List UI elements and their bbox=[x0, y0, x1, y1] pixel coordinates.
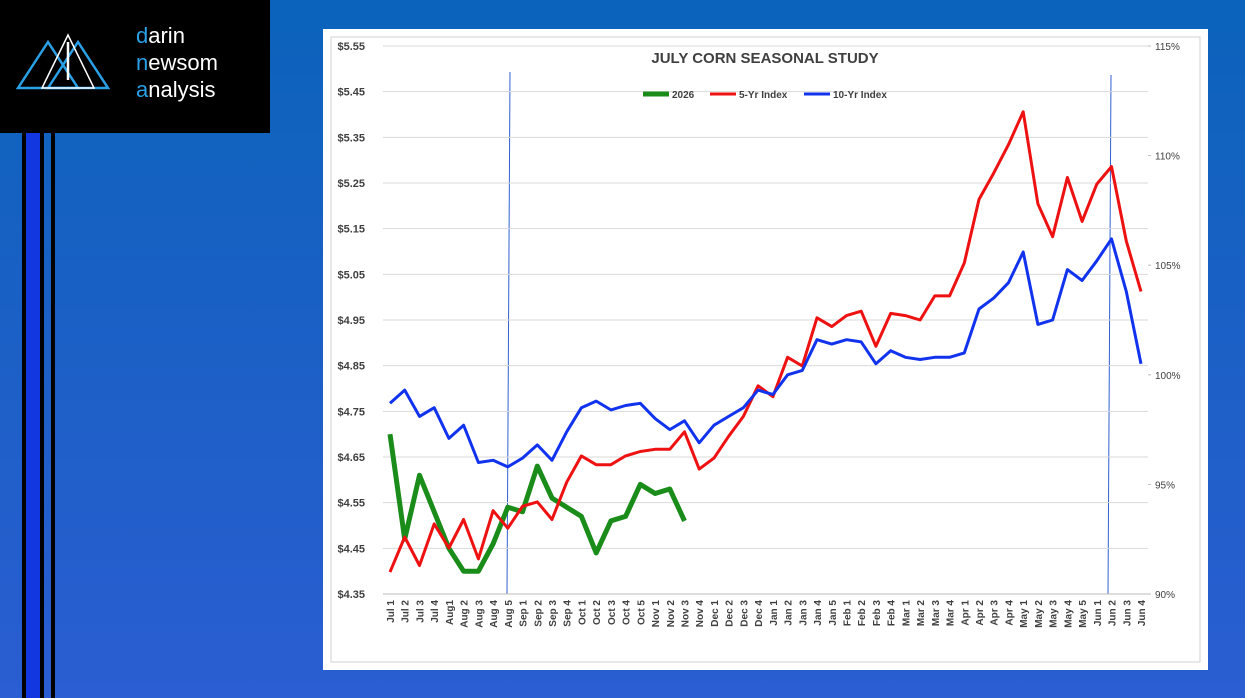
x-tick-label: May 4 bbox=[1063, 600, 1074, 628]
y-tick-label: $5.05 bbox=[337, 269, 365, 281]
x-tick-label: Nov 2 bbox=[666, 600, 677, 628]
x-tick-label: Dec 2 bbox=[725, 600, 736, 627]
y-tick-label: $5.35 bbox=[337, 132, 365, 144]
x-tick-label: Dec 1 bbox=[710, 600, 721, 627]
x-tick-label: May 3 bbox=[1049, 600, 1060, 628]
x-tick-label: Oct 5 bbox=[636, 600, 647, 625]
decor-bar bbox=[51, 133, 55, 698]
x-tick-label: Aug 4 bbox=[489, 600, 500, 628]
x-tick-label: Dec 3 bbox=[739, 600, 750, 627]
x-tick-label: Jan 4 bbox=[813, 600, 824, 626]
x-tick-label: Mar 2 bbox=[916, 600, 927, 627]
x-tick-label: Jan 5 bbox=[828, 600, 839, 626]
y-tick-label: $5.15 bbox=[337, 224, 365, 236]
x-tick-label: Jan 3 bbox=[798, 600, 809, 626]
y2-tick-label: 95% bbox=[1155, 480, 1175, 491]
x-tick-label: Feb 3 bbox=[872, 600, 883, 627]
x-tick-label: May 2 bbox=[1034, 600, 1045, 628]
y-tick-label: $4.35 bbox=[337, 589, 365, 601]
x-tick-label: Jan 1 bbox=[769, 600, 780, 626]
x-tick-label: Jul 2 bbox=[401, 600, 412, 623]
x-tick-label: Nov 4 bbox=[695, 600, 706, 628]
y2-tick-label: 110% bbox=[1155, 152, 1180, 163]
y-tick-label: $4.75 bbox=[337, 406, 365, 418]
logo-mark bbox=[15, 33, 111, 90]
logo-line: darin bbox=[136, 23, 185, 48]
x-tick-label: Aug 2 bbox=[460, 600, 471, 628]
y2-tick-label: 105% bbox=[1155, 261, 1181, 272]
decor-bar bbox=[26, 133, 40, 698]
x-tick-label: Apr 3 bbox=[990, 600, 1001, 626]
x-tick-label: Oct 4 bbox=[622, 600, 633, 625]
x-tick-label: Jun 3 bbox=[1122, 600, 1133, 627]
x-tick-label: Aug 3 bbox=[474, 600, 485, 628]
y2-tick-label: 115% bbox=[1155, 42, 1180, 53]
x-tick-label: Jul 1 bbox=[386, 600, 397, 623]
x-tick-label: May 5 bbox=[1078, 600, 1089, 628]
chart-title: JULY CORN SEASONAL STUDY bbox=[651, 50, 878, 67]
x-tick-label: Apr 4 bbox=[1004, 600, 1015, 626]
x-tick-label: Sep 4 bbox=[563, 600, 574, 627]
x-tick-label: Mar 1 bbox=[901, 600, 912, 627]
x-tick-label: Nov 1 bbox=[651, 600, 662, 628]
y-tick-label: $5.25 bbox=[337, 178, 365, 190]
x-tick-label: Jun 2 bbox=[1108, 600, 1119, 627]
decor-bar bbox=[40, 133, 44, 698]
annotation-line bbox=[506, 71, 511, 595]
x-tick-label: May 1 bbox=[1019, 600, 1030, 628]
logo-line: newsom bbox=[136, 50, 218, 75]
logo-text: darin newsom analysis bbox=[136, 22, 218, 103]
chart-border bbox=[330, 36, 1201, 663]
x-tick-label: Jul 3 bbox=[415, 600, 426, 623]
y-tick-label: $5.45 bbox=[337, 87, 365, 99]
series-line bbox=[388, 237, 1143, 469]
x-tick-label: Feb 4 bbox=[887, 600, 898, 627]
x-tick-label: Sep 2 bbox=[533, 600, 544, 627]
x-tick-label: Jan 2 bbox=[784, 600, 795, 626]
x-tick-label: Apr 2 bbox=[975, 600, 986, 626]
annotation-line bbox=[1107, 74, 1112, 595]
logo: darin newsom analysis bbox=[0, 0, 270, 133]
x-tick-label: Jun 1 bbox=[1093, 600, 1104, 627]
x-tick-label: Oct 3 bbox=[607, 600, 618, 625]
series-line bbox=[387, 433, 687, 574]
x-tick-label: Aug1 bbox=[445, 600, 456, 625]
chart-panel: JULY CORN SEASONAL STUDY $4.35 $4.45 $4.55… bbox=[323, 29, 1208, 670]
x-tick-label: Aug 5 bbox=[504, 600, 515, 628]
y2-tick-label: 100% bbox=[1155, 371, 1181, 382]
x-tick-label: Sep 1 bbox=[519, 600, 530, 627]
y-tick-label: $4.55 bbox=[337, 498, 365, 510]
x-tick-label: Nov 3 bbox=[681, 600, 692, 628]
legend-label: 2026 bbox=[672, 90, 695, 101]
x-tick-label: Mar 4 bbox=[946, 600, 957, 627]
y2-tick-label: 90% bbox=[1155, 590, 1175, 601]
legend-label: 5-Yr Index bbox=[739, 90, 788, 101]
x-tick-label: Apr 1 bbox=[960, 600, 971, 626]
decor-bar bbox=[22, 133, 26, 698]
legend-label: 10-Yr Index bbox=[833, 90, 887, 101]
x-tick-label: Dec 4 bbox=[754, 600, 765, 627]
x-tick-label: Sep 3 bbox=[548, 600, 559, 627]
x-tick-label: Oct 1 bbox=[577, 600, 588, 625]
y-tick-label: $4.95 bbox=[337, 315, 365, 327]
x-tick-label: Feb 2 bbox=[857, 600, 868, 627]
y-tick-label: $4.85 bbox=[337, 361, 365, 373]
y-tick-label: $4.45 bbox=[337, 543, 365, 555]
x-tick-label: Jun 4 bbox=[1137, 600, 1148, 627]
y-tick-label: $4.65 bbox=[337, 452, 365, 464]
x-tick-label: Mar 3 bbox=[931, 600, 942, 627]
logo-line: analysis bbox=[136, 77, 216, 102]
x-tick-label: Oct 2 bbox=[592, 600, 603, 625]
x-tick-label: Feb 1 bbox=[842, 600, 853, 627]
y-tick-label: $5.55 bbox=[337, 41, 365, 53]
chart: JULY CORN SEASONAL STUDY $4.35 $4.45 $4.55… bbox=[330, 36, 1201, 663]
x-tick-label: Jul 4 bbox=[430, 600, 441, 623]
